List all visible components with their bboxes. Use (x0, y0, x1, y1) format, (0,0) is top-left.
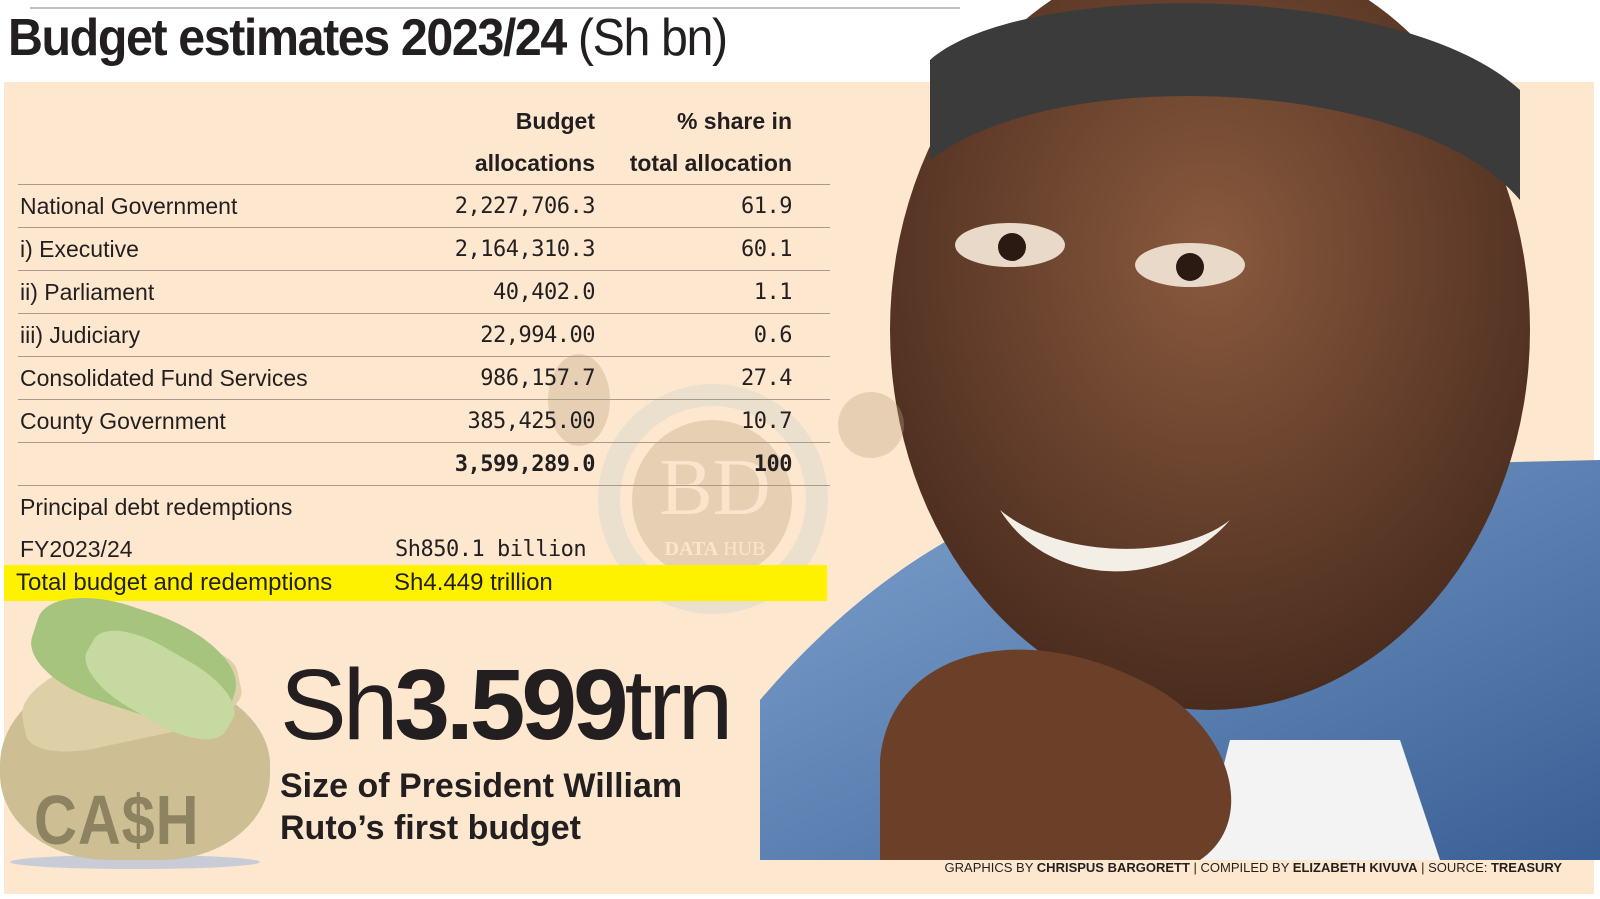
total-value: 3,599,289.0 (370, 442, 596, 486)
watermark-dot (838, 392, 904, 458)
title-unit: (Sh bn) (577, 9, 728, 67)
portrait-illustration (760, 0, 1600, 860)
caption-line-2: Ruto’s first budget (280, 809, 581, 847)
debt-label: Principal debt redemptions (18, 485, 370, 528)
debt-row: Principal debt redemptions (18, 485, 830, 528)
source: TREASURY (1490, 860, 1562, 875)
row-label: Consolidated Fund Services (18, 356, 370, 400)
caption-line-1: Size of President William (280, 767, 683, 805)
row-share: 60.1 (595, 227, 830, 271)
row-label: i) Executive (18, 227, 370, 271)
headline-number: 3.599 (394, 649, 628, 761)
row-value: 2,227,706.3 (370, 184, 596, 228)
title-main: Budget estimates 2023/24 (8, 9, 567, 67)
budget-table: Budget % share in allocations total allo… (18, 100, 830, 570)
table-header-row-2: allocations total allocation (18, 142, 830, 185)
row-share: 10.7 (595, 399, 830, 443)
row-value: 40,402.0 (370, 270, 596, 314)
bag-shadow (10, 855, 260, 869)
row-share: 0.6 (595, 313, 830, 357)
debt-row-2: FY2023/24 Sh850.1 billion (18, 528, 830, 570)
total-label (18, 442, 370, 486)
row-value: 22,994.00 (370, 313, 596, 357)
grand-total-highlight (4, 565, 827, 601)
credits: GRAPHICS BY CHRISPUS BARGORETT | COMPILE… (944, 860, 1562, 875)
grand-total-label: Total budget and redemptions (16, 569, 333, 596)
graphics-author: CHRISPUS BARGORETT (1036, 860, 1190, 875)
row-share: 61.9 (595, 184, 830, 228)
row-value: 986,157.7 (370, 356, 596, 400)
table-row: Consolidated Fund Services 986,157.7 27.… (18, 356, 830, 400)
row-value: 385,425.00 (370, 399, 596, 443)
bag-label: CA$H (34, 781, 200, 859)
row-value: 2,164,310.3 (370, 227, 596, 271)
headline-caption: Size of President William Ruto’s first b… (280, 765, 682, 849)
total-share: 100 (595, 442, 830, 486)
table-row: i) Executive 2,164,310.3 60.1 (18, 227, 830, 271)
portrait-photo (760, 0, 1600, 860)
page-title: Budget estimates 2023/24 (Sh bn) (8, 4, 728, 72)
row-label: National Government (18, 184, 370, 228)
table-total-row: 3,599,289.0 100 (18, 442, 830, 486)
watermark-text: DATA HUB (664, 538, 766, 560)
row-label: ii) Parliament (18, 270, 370, 314)
column-header-share: % share in (676, 107, 792, 134)
row-share: 27.4 (595, 356, 830, 400)
compiler: ELIZABETH KIVUVA (1292, 860, 1418, 875)
column-header-share-2: total allocation (629, 149, 792, 176)
column-header-allocations: Budget (515, 107, 595, 134)
row-label: County Government (18, 399, 370, 443)
headline-figure: Sh3.599trn (280, 649, 734, 761)
headline-prefix: Sh (280, 649, 398, 761)
row-label: iii) Judiciary (18, 313, 370, 357)
headline-suffix: trn (624, 649, 734, 761)
table-header-row-1: Budget % share in (18, 100, 830, 142)
column-header-allocations-2: allocations (474, 149, 595, 176)
debt-period: FY2023/24 (20, 535, 133, 562)
row-share: 1.1 (595, 270, 830, 314)
table-row: ii) Parliament 40,402.0 1.1 (18, 270, 830, 314)
table-row: County Government 385,425.00 10.7 (18, 399, 830, 443)
debt-value: Sh850.1 billion (395, 536, 587, 562)
top-rule (30, 7, 960, 9)
table-row: National Government 2,227,706.3 61.9 (18, 184, 830, 228)
cash-bag-illustration: CA$H (0, 580, 270, 870)
grand-total-value: Sh4.449 trillion (394, 569, 553, 596)
table-row: iii) Judiciary 22,994.00 0.6 (18, 313, 830, 357)
